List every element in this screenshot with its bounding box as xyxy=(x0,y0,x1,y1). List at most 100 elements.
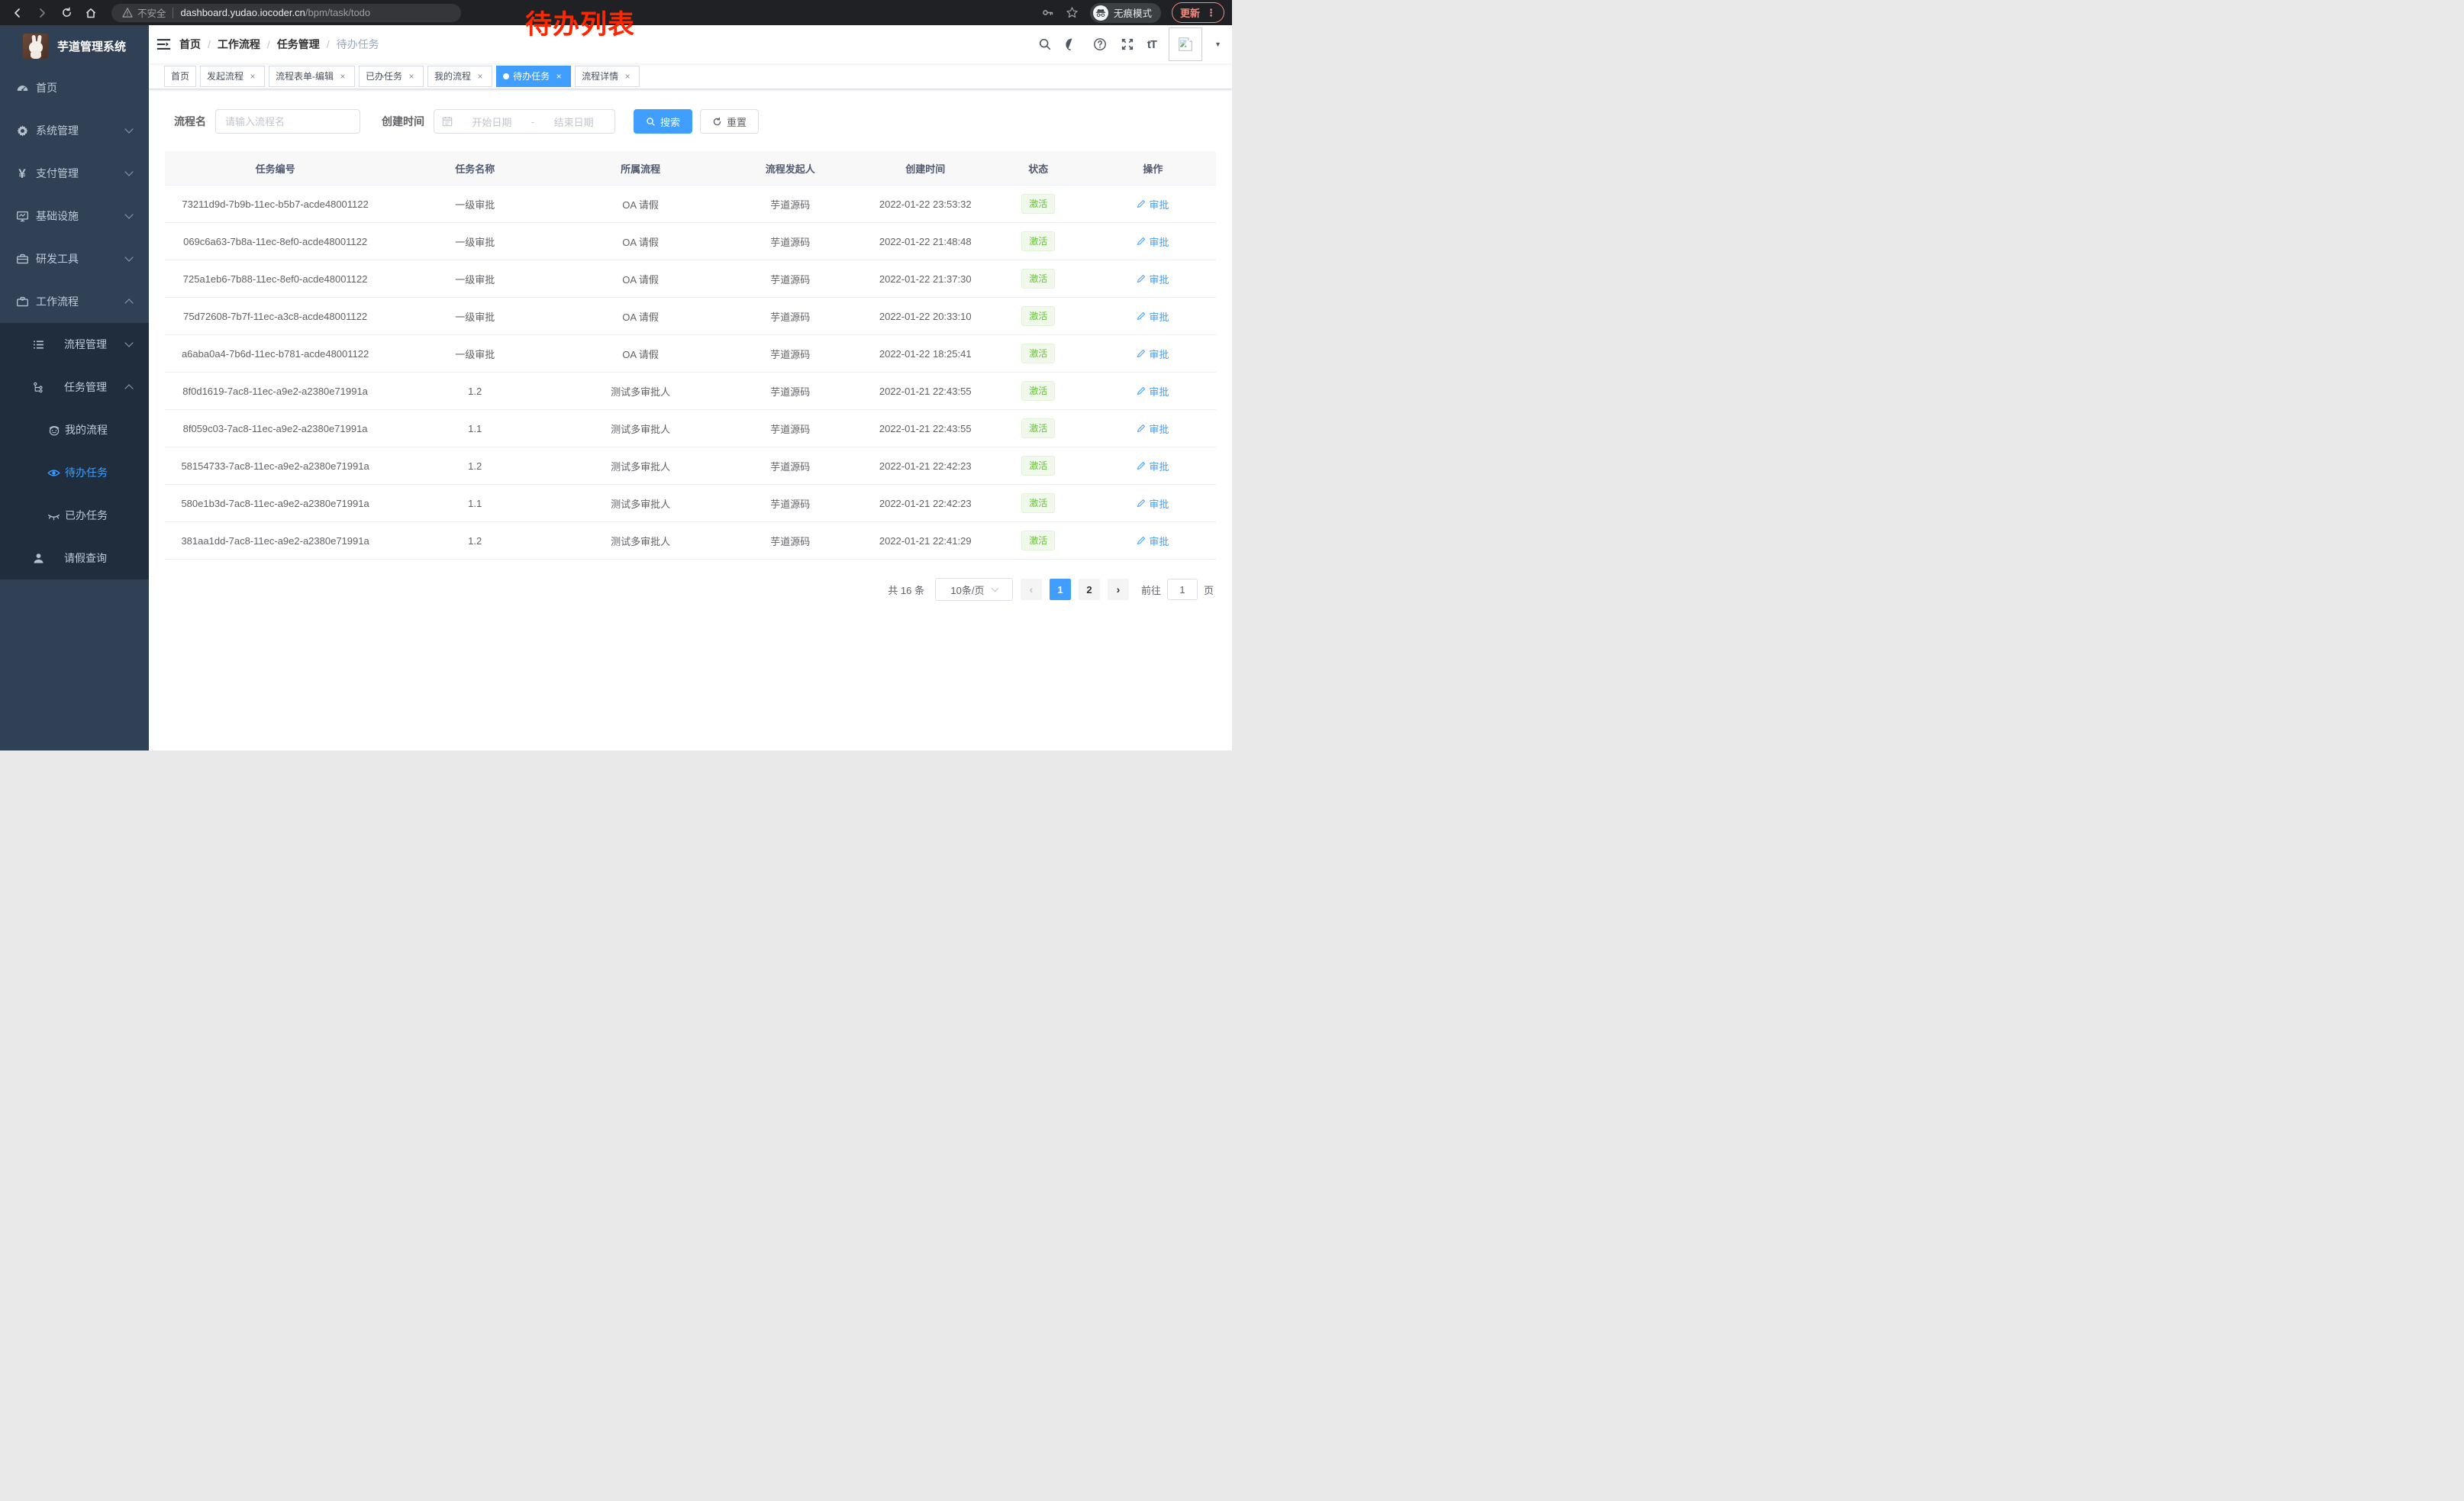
breadcrumb-workflow[interactable]: 工作流程 xyxy=(217,38,260,50)
page-size-select[interactable]: 10条/页 xyxy=(934,578,1013,601)
approve-link[interactable]: 审批 xyxy=(1137,347,1169,361)
font-size-icon[interactable]: tT xyxy=(1147,37,1157,51)
start-date-placeholder[interactable]: 开始日期 xyxy=(472,116,512,128)
next-page-button[interactable]: › xyxy=(1107,579,1129,600)
forward-icon[interactable] xyxy=(35,6,49,20)
goto-label: 前往 xyxy=(1140,584,1161,596)
sidebar-collapse-icon[interactable] xyxy=(155,36,172,53)
task-id: a6aba0a4-7b6d-11ec-b781-acde48001122 xyxy=(165,334,386,373)
browser-menu-icon[interactable]: ⋮ xyxy=(1206,6,1216,18)
key-icon[interactable] xyxy=(1041,6,1055,20)
close-icon[interactable]: × xyxy=(477,70,483,82)
end-date-placeholder[interactable]: 结束日期 xyxy=(553,116,594,128)
page-size-value: 10条/页 xyxy=(950,584,985,596)
approve-link[interactable]: 审批 xyxy=(1137,272,1169,286)
tab-label: 流程表单-编辑 xyxy=(276,71,334,82)
filter-bar: 流程名 创建时间 开始日期 - 结束日期 搜索 重置 xyxy=(174,109,1232,134)
breadcrumb-separator: / xyxy=(208,38,211,50)
breadcrumb-separator: / xyxy=(266,38,270,50)
edit-icon xyxy=(1137,424,1146,433)
approve-link[interactable]: 审批 xyxy=(1137,534,1169,548)
prev-page-button[interactable]: ‹ xyxy=(1020,579,1042,600)
chevron-down-icon xyxy=(124,167,134,176)
approve-link[interactable]: 审批 xyxy=(1137,234,1169,249)
sidebar-item-infrastructure[interactable]: 基础设施 xyxy=(0,195,149,237)
search-icon[interactable] xyxy=(1037,37,1053,52)
task-starter: 芋道源码 xyxy=(716,185,864,223)
avatar-caret-icon[interactable]: ▼ xyxy=(1214,40,1221,48)
tab-my-process[interactable]: 我的流程 × xyxy=(427,65,493,87)
breadcrumb-separator: / xyxy=(326,38,330,50)
tab-home[interactable]: 首页 xyxy=(164,65,197,87)
sidebar-item-process-mgmt[interactable]: 流程管理 xyxy=(0,323,149,366)
approve-link[interactable]: 审批 xyxy=(1137,197,1169,211)
breadcrumb-task-mgmt[interactable]: 任务管理 xyxy=(276,38,320,50)
eye-open-icon xyxy=(47,466,60,479)
page-button-1[interactable]: 1 xyxy=(1049,579,1071,600)
approve-link[interactable]: 审批 xyxy=(1137,496,1169,511)
page-button-2[interactable]: 2 xyxy=(1078,579,1100,600)
monitor-icon xyxy=(15,209,29,223)
close-icon[interactable]: × xyxy=(408,70,414,82)
reset-button[interactable]: 重置 xyxy=(700,109,760,134)
goto-page-input[interactable] xyxy=(1166,579,1198,600)
sidebar-item-dev-tools[interactable]: 研发工具 xyxy=(0,237,149,280)
sidebar-item-label: 我的流程 xyxy=(65,424,108,436)
back-icon[interactable] xyxy=(11,6,24,20)
github-icon[interactable] xyxy=(1065,37,1080,52)
reload-icon[interactable] xyxy=(60,6,73,20)
tab-label: 已办任务 xyxy=(366,71,403,82)
tab-process-detail[interactable]: 流程详情 × xyxy=(575,65,640,87)
task-process: OA 请假 xyxy=(564,260,717,298)
url-bar[interactable]: 不安全 dashboard.yudao.iocoder.cn/bpm/task/… xyxy=(111,3,461,22)
update-label: 更新 xyxy=(1179,8,1200,19)
screen: 不安全 dashboard.yudao.iocoder.cn/bpm/task/… xyxy=(0,0,1232,750)
edit-icon xyxy=(1137,499,1146,508)
breadcrumb-home[interactable]: 首页 xyxy=(179,38,201,50)
task-id: 58154733-7ac8-11ec-a9e2-a2380e71991a xyxy=(165,447,386,485)
sidebar-item-workflow[interactable]: 工作流程 xyxy=(0,280,149,323)
reset-button-label: 重置 xyxy=(727,116,747,128)
bookmark-star-icon[interactable] xyxy=(1066,6,1079,20)
status-badge: 激活 xyxy=(1021,344,1056,363)
sidebar-item-todo-tasks[interactable]: 待办任务 xyxy=(0,451,149,494)
tab-todo-tasks[interactable]: 待办任务 × xyxy=(496,65,572,87)
approve-link[interactable]: 审批 xyxy=(1137,384,1169,399)
process-name-input[interactable] xyxy=(215,109,360,134)
date-range-picker[interactable]: 开始日期 - 结束日期 xyxy=(434,109,615,134)
sidebar-item-leave-query[interactable]: 请假查询 xyxy=(0,537,149,579)
close-icon[interactable]: × xyxy=(250,70,256,82)
tab-done-tasks[interactable]: 已办任务 × xyxy=(359,65,424,87)
approve-link[interactable]: 审批 xyxy=(1137,309,1169,324)
create-time-label: 创建时间 xyxy=(382,115,424,128)
sidebar-item-done-tasks[interactable]: 已办任务 xyxy=(0,494,149,537)
task-id: 381aa1dd-7ac8-11ec-a9e2-a2380e71991a xyxy=(165,521,386,560)
approve-link[interactable]: 审批 xyxy=(1137,459,1169,473)
sidebar-item-my-process[interactable]: 我的流程 xyxy=(0,408,149,451)
tab-process-form-edit[interactable]: 流程表单-编辑 × xyxy=(269,65,356,87)
sidebar-item-home[interactable]: 首页 xyxy=(0,66,149,109)
fullscreen-icon[interactable] xyxy=(1120,37,1135,52)
logo-row[interactable]: 芋道管理系统 xyxy=(0,25,149,66)
home-icon[interactable] xyxy=(84,6,98,20)
avatar[interactable] xyxy=(1169,27,1203,61)
sidebar-item-task-mgmt[interactable]: 任务管理 xyxy=(0,366,149,408)
close-icon[interactable]: × xyxy=(556,70,562,82)
tab-start-process[interactable]: 发起流程 × xyxy=(200,65,266,87)
sidebar-item-payment-mgmt[interactable]: ¥ 支付管理 xyxy=(0,152,149,195)
update-button[interactable]: 更新 ⋮ xyxy=(1171,2,1224,23)
search-button-label: 搜索 xyxy=(660,116,681,128)
app-title: 芋道管理系统 xyxy=(57,40,127,53)
url-host: dashboard.yudao.iocoder.cn xyxy=(180,7,305,18)
search-button[interactable]: 搜索 xyxy=(634,109,693,134)
approve-link[interactable]: 审批 xyxy=(1137,421,1169,436)
warning-icon[interactable] xyxy=(122,8,133,18)
chevron-down-icon xyxy=(991,584,998,592)
task-created: 2022-01-22 23:53:32 xyxy=(863,185,987,223)
close-icon[interactable]: × xyxy=(624,70,631,82)
sidebar-item-system-mgmt[interactable]: 系统管理 xyxy=(0,109,149,152)
edit-icon xyxy=(1137,311,1146,321)
help-icon[interactable] xyxy=(1092,37,1108,52)
active-dot xyxy=(503,73,510,79)
close-icon[interactable]: × xyxy=(340,70,346,82)
